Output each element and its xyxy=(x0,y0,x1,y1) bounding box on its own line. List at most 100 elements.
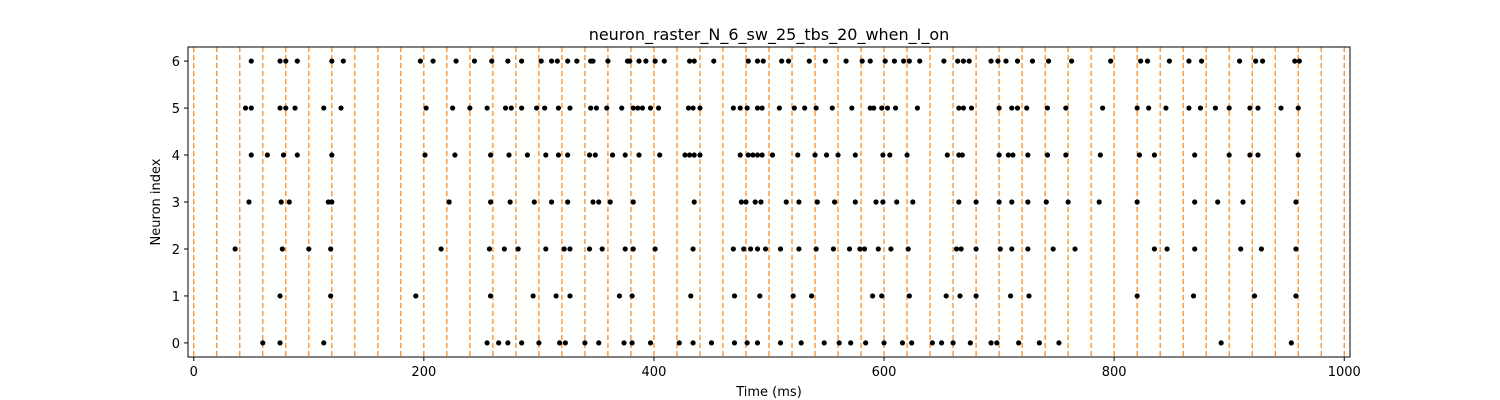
spike-point xyxy=(1192,199,1198,205)
spike-point xyxy=(619,105,625,111)
spike-point xyxy=(505,340,511,346)
spike-point xyxy=(759,152,765,158)
spike-point xyxy=(555,105,562,111)
spike-point xyxy=(1043,199,1049,205)
spike-point xyxy=(1134,105,1140,111)
spike-point xyxy=(627,58,633,64)
spike-point xyxy=(1293,246,1299,252)
spike-point xyxy=(875,246,881,252)
spike-point xyxy=(652,58,658,64)
spike-point xyxy=(1025,246,1031,252)
spike-point xyxy=(960,58,967,64)
spike-point xyxy=(590,199,596,205)
y-tick-label: 1 xyxy=(172,290,180,305)
spike-point xyxy=(328,293,334,299)
spike-point xyxy=(1024,105,1030,111)
spike-point xyxy=(1044,152,1051,158)
spike-point xyxy=(636,58,642,64)
spike-point xyxy=(1198,58,1205,64)
spike-point xyxy=(487,293,494,299)
spike-point xyxy=(413,293,419,299)
spike-point xyxy=(806,58,812,64)
spike-point xyxy=(996,105,1002,111)
spike-point xyxy=(567,246,573,252)
spike-point xyxy=(524,152,530,158)
spike-point xyxy=(519,58,525,64)
spike-point xyxy=(1009,246,1015,252)
spike-point xyxy=(1192,246,1198,252)
spike-point xyxy=(1240,199,1246,205)
spike-point xyxy=(543,246,549,252)
spike-point xyxy=(592,152,598,158)
spike-point xyxy=(422,152,428,158)
spike-point xyxy=(1215,199,1221,205)
spike-point xyxy=(966,58,972,64)
spike-point xyxy=(486,246,493,252)
spike-point xyxy=(914,105,921,111)
spike-point xyxy=(242,105,249,111)
spike-point xyxy=(1288,340,1294,346)
spike-point xyxy=(530,293,536,299)
spike-point xyxy=(1295,152,1301,158)
spike-point xyxy=(508,105,514,111)
spike-point xyxy=(917,58,923,64)
spike-point xyxy=(1005,152,1011,158)
spike-point xyxy=(757,293,763,299)
spike-point xyxy=(687,58,693,64)
x-axis-label: Time (ms) xyxy=(735,385,802,400)
spike-point xyxy=(967,340,973,346)
spike-point xyxy=(605,58,611,64)
spike-point xyxy=(1063,105,1069,111)
spike-point xyxy=(507,199,513,205)
spike-point xyxy=(1134,293,1140,299)
plot-area-frame xyxy=(187,46,1351,358)
spike-point xyxy=(555,152,562,158)
spike-point xyxy=(561,246,567,252)
spike-point xyxy=(910,199,916,205)
spike-point xyxy=(892,105,899,111)
spike-point xyxy=(484,105,490,111)
spike-point xyxy=(1025,152,1031,158)
spike-point xyxy=(691,152,697,158)
spike-point xyxy=(652,246,658,252)
spike-point xyxy=(1008,293,1014,299)
spike-point xyxy=(859,58,865,64)
spike-point xyxy=(542,105,548,111)
spike-point xyxy=(995,58,1001,64)
spike-point xyxy=(586,246,593,252)
spike-point xyxy=(277,58,283,64)
y-tick-label: 3 xyxy=(172,196,180,211)
spike-point xyxy=(647,105,654,111)
x-tick-label: 0 xyxy=(190,365,198,380)
spike-point xyxy=(1151,152,1158,158)
spike-point xyxy=(1014,105,1021,111)
spike-point xyxy=(676,340,682,346)
spike-point xyxy=(779,58,785,64)
spike-point xyxy=(329,199,335,205)
spike-point xyxy=(1255,152,1261,158)
spike-point xyxy=(687,152,693,158)
spike-point xyxy=(1045,58,1052,64)
spike-point xyxy=(565,152,571,158)
spike-point xyxy=(871,105,877,111)
spike-point xyxy=(1226,152,1232,158)
spike-point xyxy=(737,105,743,111)
spike-point xyxy=(831,199,838,205)
spike-point xyxy=(881,340,887,346)
spike-point xyxy=(730,246,736,252)
spike-point xyxy=(944,152,950,158)
spike-point xyxy=(973,293,979,299)
spike-point xyxy=(1292,58,1298,64)
y-tick-label: 6 xyxy=(172,55,180,70)
spike-point xyxy=(1296,58,1302,64)
spike-point xyxy=(1009,199,1015,205)
spike-point xyxy=(1192,152,1198,158)
spike-point xyxy=(292,105,298,111)
spike-point xyxy=(655,105,662,111)
time-bin-lines xyxy=(193,47,1345,357)
spike-point xyxy=(744,340,750,346)
spike-point xyxy=(452,152,458,158)
spike-point xyxy=(813,246,819,252)
spike-point xyxy=(1136,152,1143,158)
spike-point xyxy=(785,58,792,64)
